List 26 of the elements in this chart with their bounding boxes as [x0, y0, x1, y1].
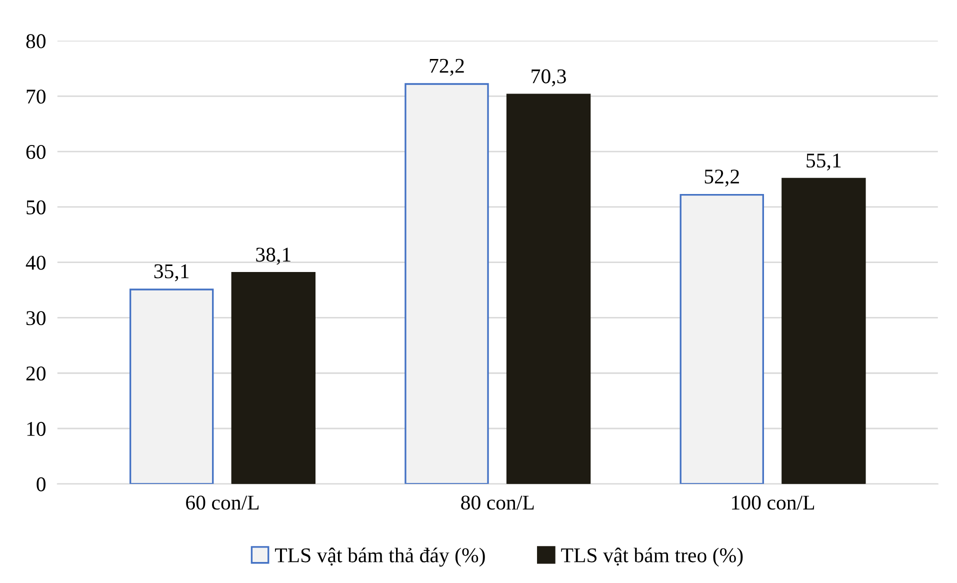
bar — [231, 272, 316, 484]
y-tick-label: 60 — [26, 144, 46, 160]
y-tick-label: 30 — [26, 311, 46, 326]
x-tick-label: 100 con/L — [732, 496, 814, 510]
x-tick-label: 60 con/L — [186, 496, 259, 510]
bar — [680, 194, 764, 484]
y-tick-label: 50 — [26, 200, 46, 214]
y-tick-label: 70 — [26, 90, 46, 104]
data-label: 70,3 — [532, 69, 566, 86]
data-label: 52,2 — [704, 170, 739, 187]
x-tick-label: 80 con/L — [461, 496, 534, 510]
bar — [404, 83, 489, 484]
legend-label: TLS vật bám treo (%) — [561, 548, 743, 567]
y-tick-label: 40 — [26, 256, 46, 270]
bar — [782, 178, 866, 484]
y-tick-label: 0 — [36, 477, 46, 492]
y-tick-label: 20 — [26, 366, 46, 381]
data-label: 38,1 — [256, 248, 290, 265]
y-tick-label: 10 — [27, 422, 46, 436]
legend-label: TLS vật bám thả đáy (%) — [274, 548, 485, 567]
data-label: 35,1 — [154, 264, 189, 282]
bar — [129, 288, 214, 484]
data-label: 72,2 — [430, 58, 464, 76]
y-tick-label: 80 — [26, 34, 46, 48]
data-label: 55,1 — [806, 154, 841, 171]
bar — [506, 94, 591, 484]
